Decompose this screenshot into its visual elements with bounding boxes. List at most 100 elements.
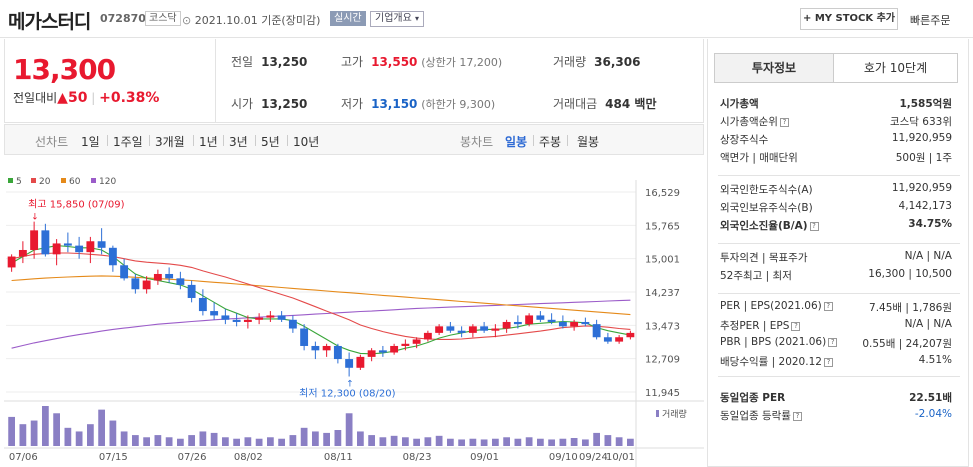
add-mystock-button[interactable]: + MY STOCK 추가 bbox=[800, 8, 898, 30]
volume-bar bbox=[177, 438, 184, 446]
volume-bar bbox=[593, 432, 600, 446]
company-info-label: 기업개요 bbox=[375, 13, 412, 24]
volume-bar bbox=[548, 439, 555, 446]
help-icon[interactable]: ? bbox=[823, 358, 833, 367]
tab-separator bbox=[223, 135, 224, 146]
y-tick-label: 16,529 bbox=[645, 188, 680, 199]
tab-10y[interactable]: 10년 bbox=[293, 135, 320, 149]
info-row: 동일업종 등락률? -2.04% bbox=[720, 408, 960, 423]
stock-header: 메가스터디 072870 코스닥 ⊙ 2021.10.01 기준(장미감) 실시… bbox=[0, 0, 973, 38]
legend-swatch bbox=[61, 178, 66, 183]
quick-order-link[interactable]: 빠른주문 bbox=[910, 14, 951, 27]
line-chart-label: 선차트 bbox=[35, 135, 69, 149]
stock-name: 메가스터디 bbox=[8, 11, 91, 33]
volume-bar bbox=[312, 431, 319, 446]
candle-body bbox=[592, 324, 601, 338]
section-divider bbox=[718, 293, 960, 294]
help-icon[interactable]: ? bbox=[792, 412, 802, 421]
tab-3m[interactable]: 3개월 bbox=[155, 135, 185, 149]
volume-legend-swatch bbox=[656, 410, 659, 417]
volume-bar bbox=[30, 420, 38, 446]
ma120-line bbox=[11, 299, 631, 349]
x-tick-label: 07/06 bbox=[9, 452, 38, 463]
stat-value: 13,150 bbox=[371, 97, 418, 111]
info-row: 외국인소진율(B/A)? 34.75% bbox=[720, 218, 960, 233]
volume-bar bbox=[492, 438, 499, 446]
tab-1y[interactable]: 1년 bbox=[199, 135, 218, 149]
stat-value: 13,250 bbox=[261, 97, 308, 111]
volume-bar bbox=[132, 435, 139, 446]
current-price: 13,300 bbox=[13, 53, 116, 86]
company-info-dropdown[interactable]: 기업개요 ▾ bbox=[370, 11, 425, 27]
volume-bar bbox=[42, 406, 49, 446]
x-tick-label: 07/26 bbox=[178, 452, 207, 463]
tab-quote-10[interactable]: 호가 10단계 bbox=[834, 53, 958, 83]
legend-label: 20 bbox=[39, 177, 51, 187]
stat-label: 전일 bbox=[231, 55, 254, 69]
candle-body bbox=[30, 230, 39, 250]
candle-body bbox=[277, 315, 286, 320]
volume-bar bbox=[323, 432, 330, 446]
volume-bar bbox=[345, 413, 353, 446]
info-value: 500원 | 1주 bbox=[895, 152, 952, 164]
volume-bar bbox=[53, 413, 60, 446]
tab-monthly[interactable]: 월봉 bbox=[577, 135, 600, 149]
tab-invest-info[interactable]: 투자정보 bbox=[714, 53, 834, 83]
realtime-button[interactable]: 실시간 bbox=[330, 11, 366, 26]
candle-body bbox=[480, 326, 489, 331]
info-value: N/A | N/A bbox=[904, 318, 952, 330]
candle-body bbox=[120, 265, 129, 279]
candle-body bbox=[187, 284, 196, 298]
candle-body bbox=[401, 343, 410, 346]
help-icon[interactable]: ? bbox=[828, 338, 838, 347]
info-label: 액면가 | 매매단위 bbox=[720, 152, 798, 164]
tab-daily[interactable]: 일봉 bbox=[505, 135, 528, 149]
stat-value: 36,306 bbox=[594, 55, 641, 69]
tab-1w[interactable]: 1주일 bbox=[113, 135, 143, 149]
volume-bar bbox=[278, 438, 285, 446]
candle-body bbox=[446, 326, 455, 331]
tab-3y[interactable]: 3년 bbox=[229, 135, 248, 149]
candle-body bbox=[198, 297, 207, 312]
info-value: 34.75% bbox=[908, 218, 952, 230]
x-tick-label: 09/10 bbox=[549, 452, 578, 463]
volume-bar bbox=[570, 438, 578, 446]
help-icon[interactable]: ? bbox=[779, 118, 789, 127]
candle-body bbox=[86, 241, 95, 253]
candle-body bbox=[468, 326, 477, 333]
info-label: 외국인한도주식수(A) bbox=[720, 184, 813, 196]
info-row: 투자의견 | 목표주가 N/A | N/A bbox=[720, 250, 960, 265]
legend-swatch bbox=[91, 178, 96, 183]
high-annotation: 최고 15,850 (07/09) bbox=[28, 199, 124, 211]
candle-body bbox=[513, 321, 522, 325]
help-icon[interactable]: ? bbox=[791, 322, 801, 331]
volume-bar bbox=[8, 416, 15, 446]
price-summary: 13,300 전일대비▲50 | +0.38% 전일 13,250 고가 13,55… bbox=[4, 39, 704, 123]
candle-body bbox=[525, 315, 534, 325]
candle-body bbox=[457, 330, 466, 333]
stat-label: 저가 bbox=[341, 97, 364, 111]
info-label: 투자의견 | 목표주가 bbox=[720, 252, 808, 264]
info-label: PER | EPS(2021.06) bbox=[720, 300, 822, 312]
volume-bar bbox=[413, 438, 420, 446]
x-tick-label: 07/15 bbox=[99, 452, 128, 463]
tab-1d[interactable]: 1일 bbox=[81, 135, 100, 149]
up-arrow-icon: ▲ bbox=[57, 90, 68, 106]
candle-body bbox=[142, 280, 151, 290]
change-percent: +0.38% bbox=[99, 90, 160, 106]
stat-prev: 전일 13,250 bbox=[231, 53, 307, 70]
candle-body bbox=[176, 278, 185, 285]
tab-5y[interactable]: 5년 bbox=[261, 135, 280, 149]
y-tick-label: 11,945 bbox=[645, 388, 680, 399]
market-badge: 코스닥 bbox=[145, 11, 181, 26]
high-arrow-icon: ↓ bbox=[31, 213, 39, 223]
help-icon[interactable]: ? bbox=[809, 222, 819, 231]
ma20-line bbox=[11, 252, 631, 340]
volume-bar bbox=[109, 420, 117, 446]
candlestick-chart[interactable]: 5 20 60 120 16,529 15,765 15,001 14,237 13,473 12… bbox=[4, 170, 704, 467]
volume-bar bbox=[469, 438, 477, 446]
tab-weekly[interactable]: 주봉 bbox=[539, 135, 562, 149]
volume-bar bbox=[379, 437, 387, 446]
volume-bar bbox=[64, 427, 72, 446]
help-icon[interactable]: ? bbox=[823, 302, 833, 311]
